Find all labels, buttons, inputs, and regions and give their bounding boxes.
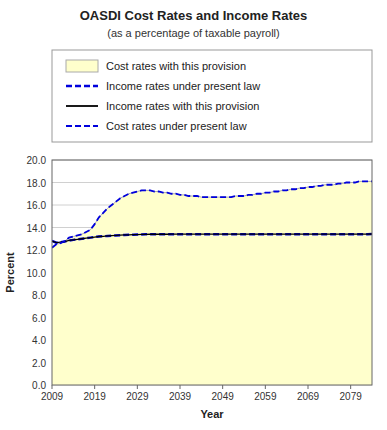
legend-swatch (66, 60, 98, 72)
y-axis: 0.0 2.0 4.0 6.0 8.0 10.0 12.0 14.0 16.0 18.0 20.0 (27, 155, 372, 391)
x-tick (222, 385, 223, 389)
legend-swatch (66, 85, 98, 88)
line (52, 181, 372, 247)
x-axis-label: Year (200, 408, 224, 420)
legend-label: Cost rates under present law (106, 120, 247, 132)
legend: Cost rates with this provision Income rat… (52, 50, 372, 142)
y-tick-label: 16.0 (27, 200, 47, 211)
plot-area (52, 181, 372, 385)
x-tick (52, 385, 53, 389)
x-tick (350, 385, 351, 389)
x-tick (94, 385, 95, 389)
y-tick-label: 10.0 (27, 268, 47, 279)
x-tick-label: 2009 (41, 391, 64, 402)
y-tick-label: 0.0 (32, 380, 46, 391)
x-tick-label: 2039 (169, 391, 192, 402)
y-tick-label: 18.0 (27, 178, 47, 189)
x-tick (308, 385, 309, 389)
legend-box (52, 50, 372, 142)
y-tick-label: 8.0 (32, 290, 46, 301)
legend-label: Cost rates with this provision (106, 60, 246, 72)
legend-swatch (66, 105, 98, 107)
x-tick (180, 385, 181, 389)
legend-label: Income rates with this provision (106, 100, 259, 112)
line (52, 234, 372, 243)
x-tick-label: 2069 (297, 391, 320, 402)
x-tick-label: 2049 (212, 391, 235, 402)
grid-line (52, 182, 372, 183)
y-axis-label: Percent (4, 252, 16, 293)
x-axis: 2009 2019 2029 2039 2049 2059 2069 2079 (41, 385, 362, 402)
y-tick-label: 4.0 (32, 335, 46, 346)
area (52, 181, 372, 385)
x-tick (137, 385, 138, 389)
legend-label: Income rates under present law (106, 80, 260, 92)
line (52, 234, 372, 243)
y-tick-label: 20.0 (27, 155, 47, 166)
y-tick-label: 2.0 (32, 358, 46, 369)
legend-swatch (66, 125, 98, 127)
y-tick-label: 6.0 (32, 313, 46, 324)
x-tick-label: 2059 (254, 391, 277, 402)
subtitle: (as a percentage of taxable payroll) (107, 27, 279, 39)
x-tick-label: 2079 (340, 391, 363, 402)
title: OASDI Cost Rates and Income Rates (80, 8, 308, 23)
area-edge (52, 181, 372, 247)
y-tick-label: 12.0 (27, 245, 47, 256)
y-tick-label: 14.0 (27, 223, 47, 234)
x-tick-label: 2029 (126, 391, 149, 402)
plot-frame (52, 160, 372, 385)
x-tick-label: 2019 (84, 391, 107, 402)
chart: OASDI Cost Rates and Income Rates (as a p… (0, 0, 387, 430)
x-tick (265, 385, 266, 389)
